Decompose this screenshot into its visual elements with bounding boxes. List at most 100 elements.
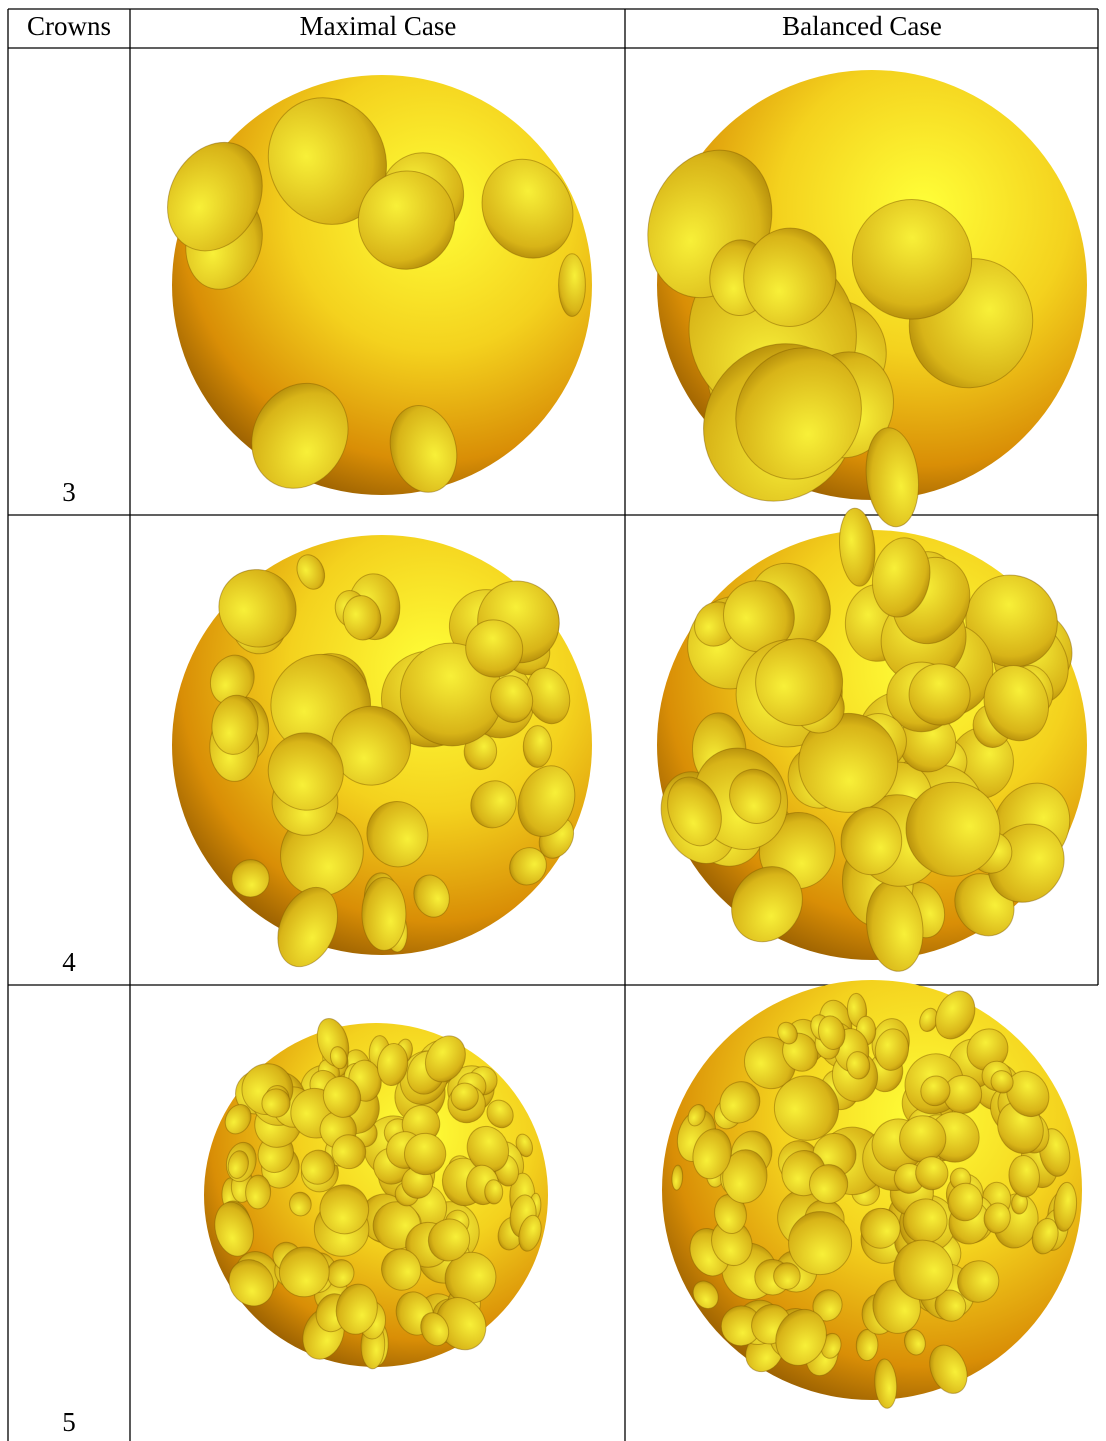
- disk-cap: [403, 1132, 447, 1176]
- disk-cap: [687, 1104, 706, 1127]
- disk-cap: [376, 1042, 409, 1087]
- disk-cap: [267, 732, 344, 811]
- disk-cap: [929, 1344, 968, 1394]
- disk-cap: [788, 1211, 853, 1276]
- disk-cap: [990, 1070, 1014, 1094]
- disk-cap: [775, 1308, 827, 1366]
- row-label: 3: [62, 477, 76, 507]
- disk-cap: [490, 675, 534, 723]
- disk-cap: [817, 1015, 846, 1050]
- disk-cap: [296, 554, 326, 590]
- disk-cap: [261, 1088, 291, 1118]
- disk-cap: [342, 595, 382, 641]
- disk-cap: [729, 768, 782, 824]
- disk-cap: [517, 765, 576, 837]
- row-label: 4: [62, 947, 76, 977]
- disk-cap: [278, 1246, 330, 1298]
- disk-cap: [893, 1239, 954, 1301]
- disk-cap: [484, 1179, 504, 1205]
- sphere: [647, 70, 1087, 528]
- disk-cap: [851, 198, 973, 320]
- disk-cap: [983, 665, 1049, 742]
- disk-cap: [714, 1193, 747, 1235]
- disk-cap: [920, 1075, 951, 1107]
- disk-cap: [720, 1305, 762, 1347]
- disk-cap: [692, 1280, 719, 1310]
- disk-cap: [773, 1075, 840, 1141]
- disk-cap: [218, 569, 297, 648]
- disk-cap: [211, 694, 259, 755]
- disk-cap: [1053, 1181, 1078, 1232]
- disk-cap: [860, 1207, 901, 1249]
- disk-cap: [481, 158, 574, 259]
- disk-cap: [335, 1283, 378, 1335]
- disk-cap: [722, 1149, 768, 1204]
- disk-cap: [839, 507, 876, 587]
- disk-cap: [755, 638, 844, 727]
- disk-cap: [943, 1074, 983, 1114]
- disk-cap: [420, 1312, 450, 1347]
- disk-cap: [300, 1149, 336, 1185]
- disk-cap: [871, 537, 931, 618]
- disk-cap: [486, 1099, 514, 1129]
- disk-cap: [509, 847, 547, 886]
- disk-cap: [903, 1328, 926, 1356]
- disk-cap: [322, 1076, 362, 1118]
- disk-cap: [231, 859, 270, 898]
- disk-cap: [773, 1262, 801, 1290]
- disk-cap: [424, 1035, 466, 1083]
- disk-cap: [413, 874, 450, 918]
- sphere: [662, 980, 1082, 1409]
- disk-cap: [671, 1164, 684, 1191]
- disk-cap: [167, 141, 263, 252]
- disk-cap: [319, 1184, 370, 1235]
- disk-cap: [667, 776, 722, 847]
- disk-cap: [245, 1174, 272, 1210]
- disk-cap: [518, 1214, 542, 1252]
- disk-cap: [466, 1125, 510, 1173]
- disk-cap: [808, 1164, 849, 1204]
- disk-cap: [214, 1201, 254, 1257]
- disk-cap: [522, 725, 553, 768]
- disk-cap: [899, 1115, 947, 1163]
- disk-cap: [1006, 1070, 1050, 1118]
- disk-cap: [465, 619, 524, 678]
- disk-cap: [874, 1358, 898, 1409]
- disk-cap: [366, 801, 429, 868]
- sphere-images: [167, 70, 1087, 1409]
- disk-cap: [1031, 1218, 1059, 1255]
- disk-cap: [228, 1259, 274, 1307]
- disk-cap: [331, 1134, 367, 1170]
- sphere: [167, 75, 592, 495]
- disk-cap: [227, 1150, 249, 1179]
- disk-cap: [381, 1248, 422, 1291]
- disk-cap: [361, 876, 407, 951]
- disk-cap: [840, 806, 903, 876]
- disk-cap: [874, 1028, 909, 1071]
- disk-cap: [251, 382, 349, 489]
- disk-cap: [289, 1191, 312, 1217]
- disk-cap: [865, 427, 919, 528]
- disk-cap: [427, 1218, 471, 1262]
- disk-cap: [719, 1081, 761, 1124]
- disk-cap: [357, 170, 456, 270]
- disk-cap: [735, 347, 862, 480]
- disk-cap: [389, 405, 458, 493]
- disk-cap: [915, 1156, 949, 1191]
- disk-cap: [743, 227, 837, 327]
- column-header: Balanced Case: [782, 11, 942, 41]
- disk-cap: [983, 1202, 1011, 1234]
- disk-cap: [908, 663, 971, 726]
- sphere: [204, 1018, 548, 1370]
- disk-cap: [846, 1051, 871, 1080]
- disk-cap: [947, 1182, 984, 1222]
- disk-cap: [902, 1198, 948, 1244]
- disk-cap: [450, 1082, 479, 1111]
- disk-cap: [957, 1260, 1000, 1303]
- disk-cap: [558, 253, 586, 317]
- column-header: Crowns: [27, 11, 111, 41]
- disk-cap: [224, 1104, 252, 1135]
- disk-cap: [267, 97, 387, 225]
